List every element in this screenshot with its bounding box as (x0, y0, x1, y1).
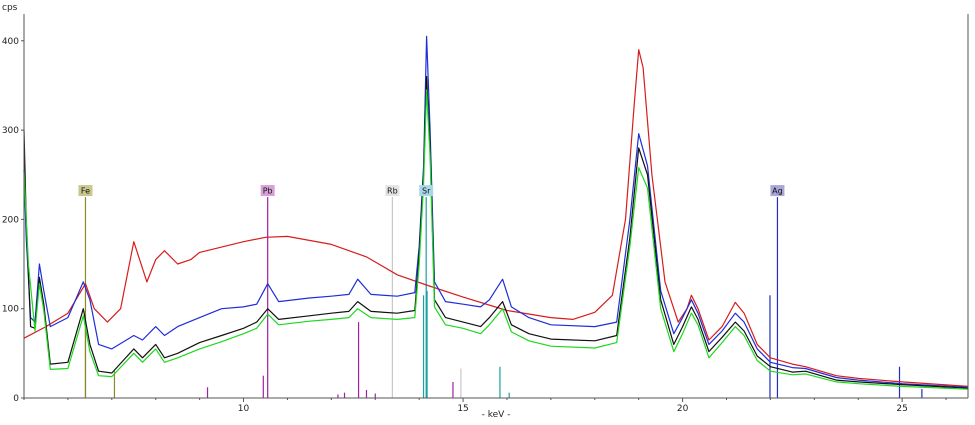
element-tag-bg-rb (385, 185, 400, 197)
element-tag-rb: Rb (387, 187, 398, 196)
series-line-1 (23, 35, 969, 388)
element-tag-bg-ag (770, 185, 785, 197)
y-tick-label-4: 400 (2, 37, 19, 47)
y-tick-label-3: 300 (2, 126, 19, 136)
element-tag-pb: Pb (263, 187, 273, 196)
reference-lines (84, 290, 923, 398)
x-tick-label-1: 15 (457, 404, 468, 414)
x-tick-label-0: 10 (238, 404, 250, 414)
element-markers (84, 197, 779, 398)
series-group (23, 35, 969, 390)
element-tag-bg-fe (78, 185, 93, 197)
x-tick-label-2: 20 (677, 404, 689, 414)
element-tag-bg-pb (260, 185, 275, 197)
series-line-3 (23, 89, 969, 390)
axes (23, 14, 969, 399)
series-line-0 (23, 49, 969, 387)
x-axis-ticks: 10 15 20 25 (23, 398, 947, 414)
y-tick-label-1: 100 (2, 305, 19, 315)
element-tag-bg-sr (419, 185, 434, 197)
y-axis-ticks: 0 100 200 300 400 (2, 37, 24, 404)
element-tags: Fe Pb Rb Sr Ag (78, 185, 785, 197)
y-tick-label-2: 200 (2, 215, 19, 225)
element-tag-sr: Sr (422, 187, 431, 196)
y-tick-label-0: 0 (13, 394, 19, 404)
x-tick-label-3: 25 (896, 404, 907, 414)
x-axis-label: - keV - (482, 410, 511, 420)
y-axis-unit-label: cps (2, 3, 18, 13)
element-tag-ag: Ag (772, 187, 783, 196)
series-line-2 (23, 75, 969, 389)
element-tag-fe: Fe (81, 187, 90, 196)
